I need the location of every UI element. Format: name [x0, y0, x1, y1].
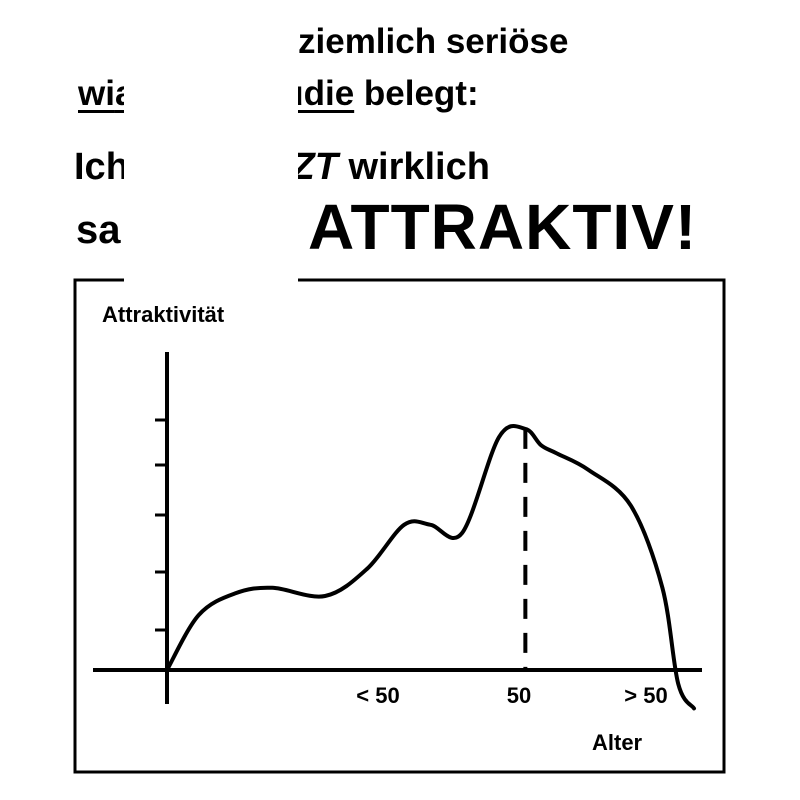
occluding-white-patch — [124, 14, 298, 280]
tick-label-50: 50 — [507, 683, 531, 708]
headline-line-2-start: wi — [78, 74, 115, 113]
headline: ziemlich seriöse wiaftliche Studie beleg… — [0, 0, 800, 280]
headline-line-3-end: wirklich — [337, 146, 490, 188]
headline-line-3-start: Ich — [74, 146, 129, 188]
headline-line-2-end: belegt: — [354, 74, 479, 113]
chart-frame — [73, 278, 726, 774]
y-axis-label: Attraktivität — [102, 302, 225, 327]
headline-line-4-start: sa — [76, 208, 121, 252]
attractiveness-curve — [165, 423, 696, 711]
tick-label-over-50: > 50 — [624, 683, 667, 708]
tick-label-under-50: < 50 — [356, 683, 399, 708]
headline-line-1: ziemlich seriöse — [298, 22, 569, 61]
x-axis-label: Alter — [592, 730, 643, 755]
y-axis-ticks — [155, 418, 167, 632]
headline-attraktiv: ATTRAKTIV! — [308, 191, 698, 263]
